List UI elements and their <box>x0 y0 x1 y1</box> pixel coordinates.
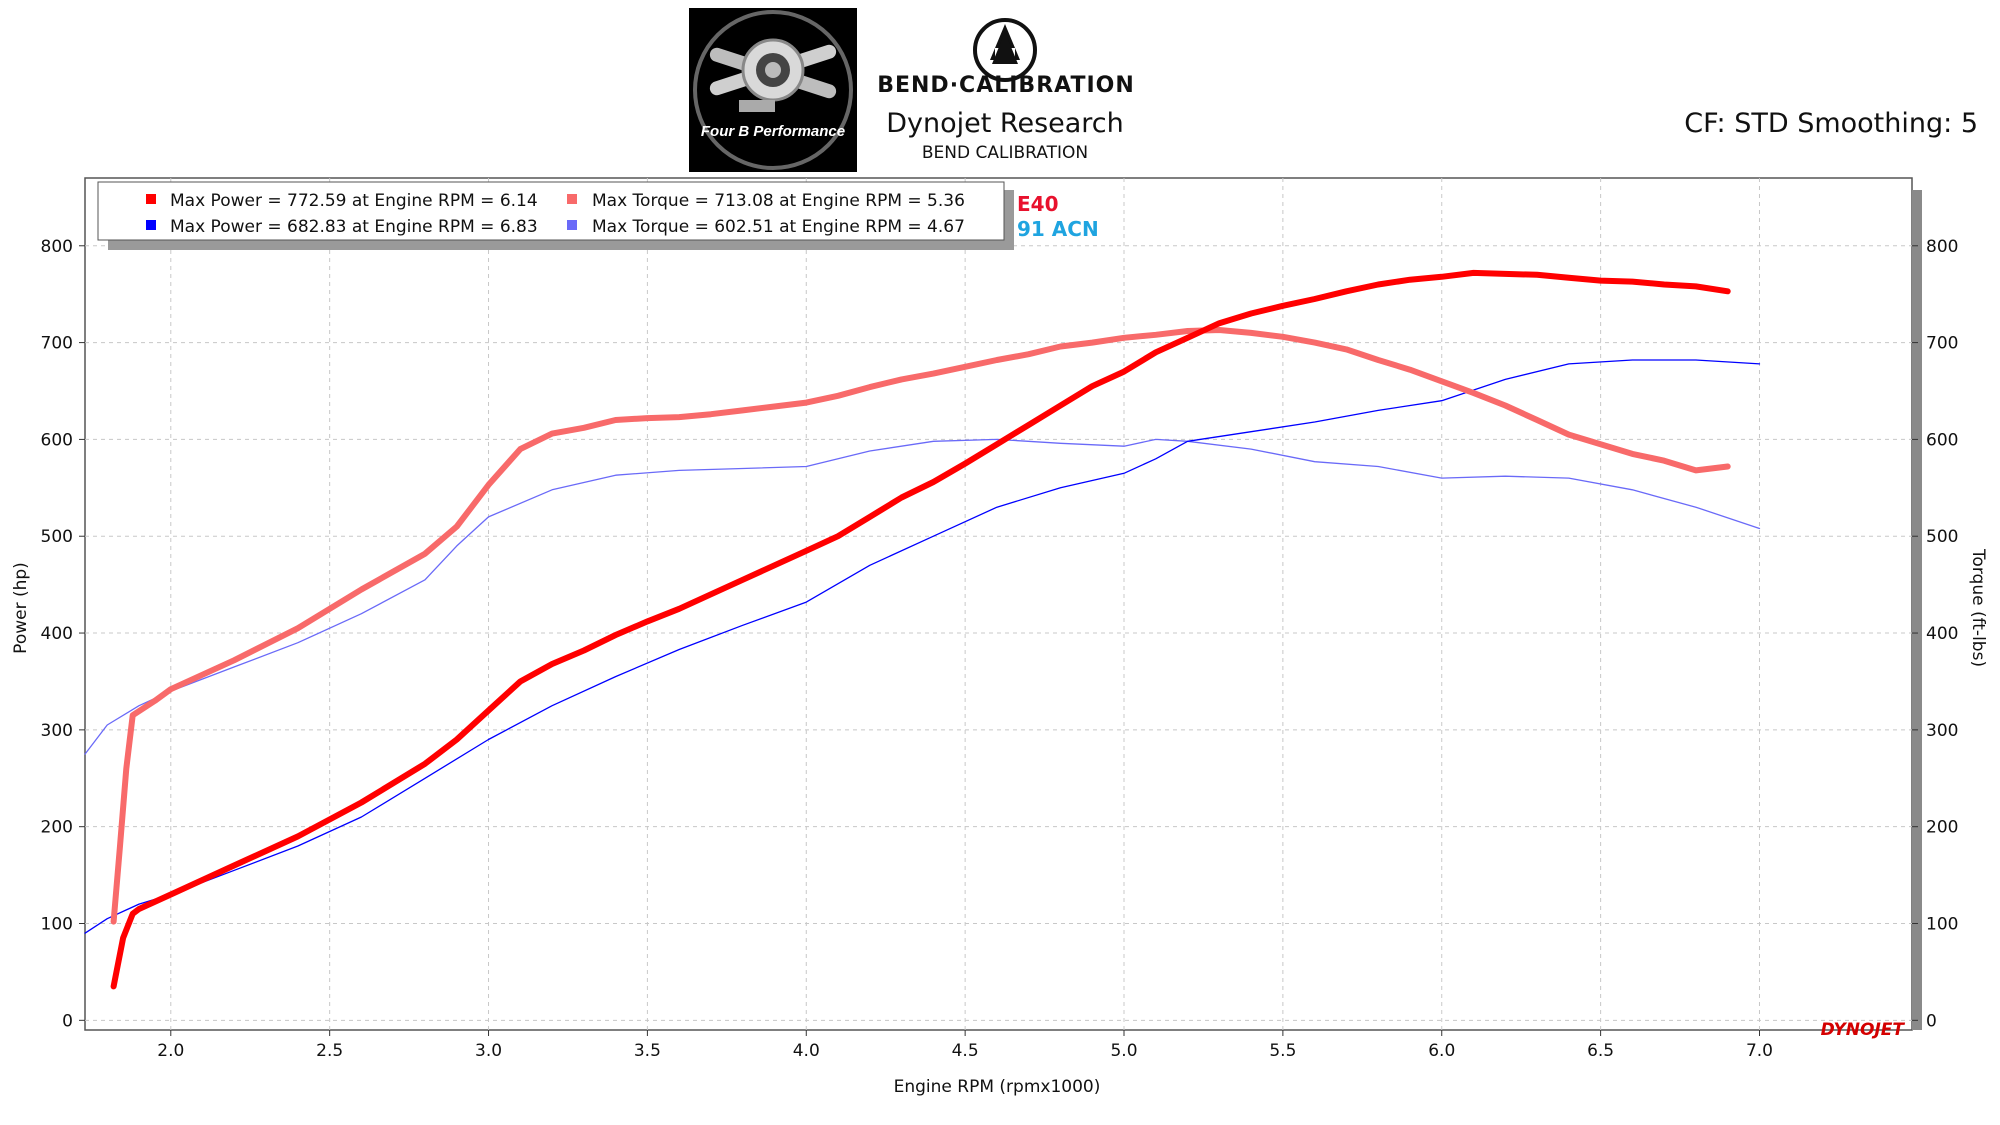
series-line-91-acn-torque <box>84 438 1761 755</box>
plot-frame <box>84 177 1913 1031</box>
x-tick-label: 2.0 <box>157 1041 184 1061</box>
y-left-tick-label: 700 <box>41 334 73 354</box>
x-tick-label: 7.0 <box>1746 1041 1773 1061</box>
legend-swatch <box>146 194 156 204</box>
logo-text: Four B Performance <box>701 123 845 140</box>
y-right-tick-label: 600 <box>1926 430 1958 450</box>
series-line-91-acn-power <box>84 359 1761 934</box>
four-b-performance-logo: Four B Performance <box>689 8 857 172</box>
y-left-tick-label: 400 <box>41 624 73 644</box>
series-group <box>84 269 1761 990</box>
legend-swatch <box>146 220 156 230</box>
series-line-e40-power <box>110 269 1731 990</box>
legend-box <box>97 181 1005 241</box>
legend-swatch <box>567 220 577 230</box>
y-left-tick-label: 100 <box>41 915 73 935</box>
x-tick-label: 2.5 <box>316 1041 343 1061</box>
series-line-e40-torque <box>110 327 1731 925</box>
y-axis-left-label: Power (hp) <box>11 562 31 654</box>
x-ticks: 2.0 2.5 3.0 3.5 4.0 4.5 5.0 5.5 6.0 6.5 7.0 <box>157 1030 1773 1061</box>
legend-swatch <box>567 194 577 204</box>
legend-item-acn-power: Max Power = 682.83 at Engine RPM = 6.83 <box>170 217 538 237</box>
page-subtitle: BEND CALIBRATION <box>921 143 1089 163</box>
correction-settings: CF: STD Smoothing: 5 <box>1684 108 1978 139</box>
x-tick-label: 5.5 <box>1269 1041 1296 1061</box>
y-left-ticks: 0 100 200 300 400 500 600 700 800 <box>41 237 85 1031</box>
legend-item-acn-torque: Max Torque = 602.51 at Engine RPM = 4.67 <box>592 217 965 237</box>
bend-calibration-wordmark: BEND·CALIBRATION <box>877 73 1135 98</box>
y-left-tick-label: 300 <box>41 721 73 741</box>
y-right-ticks: 0 100 200 300 400 500 600 700 800 <box>1912 237 1958 1031</box>
turbo-wrench-icon: Four B Performance <box>693 10 853 170</box>
y-right-tick-label: 800 <box>1926 237 1958 257</box>
page-title: Dynojet Research <box>886 108 1124 139</box>
y-right-tick-label: 400 <box>1926 624 1958 644</box>
legend: Max Power = 772.59 at Engine RPM = 6.14 … <box>97 181 1014 250</box>
dynojet-watermark: DYNOJET <box>1821 1020 1906 1040</box>
y-right-tick-label: 700 <box>1926 334 1958 354</box>
legend-item-e40-power: Max Power = 772.59 at Engine RPM = 6.14 <box>170 191 538 211</box>
right-axis-shadow <box>1912 190 1922 1030</box>
y-right-tick-label: 100 <box>1926 915 1958 935</box>
x-tick-label: 6.5 <box>1587 1041 1614 1061</box>
run-label-91-acn: 91 ACN <box>1017 217 1099 241</box>
y-right-tick-label: 300 <box>1926 721 1958 741</box>
y-right-tick-label: 200 <box>1926 818 1958 838</box>
y-left-tick-label: 200 <box>41 818 73 838</box>
bend-calibration-logo <box>973 18 1037 82</box>
x-axis-label: Engine RPM (rpmx1000) <box>894 1077 1101 1097</box>
x-tick-label: 5.0 <box>1110 1041 1137 1061</box>
y-right-tick-label: 500 <box>1926 527 1958 547</box>
y-axis-right-label: Torque (ft-lbs) <box>1968 548 1988 667</box>
y-left-tick-label: 500 <box>41 527 73 547</box>
y-left-tick-label: 800 <box>41 237 73 257</box>
x-tick-label: 4.0 <box>793 1041 820 1061</box>
x-tick-label: 6.0 <box>1428 1041 1455 1061</box>
y-right-tick-label: 0 <box>1926 1011 1937 1031</box>
run-label-e40: E40 <box>1017 192 1059 216</box>
x-tick-label: 3.0 <box>475 1041 502 1061</box>
x-tick-label: 3.5 <box>634 1041 661 1061</box>
legend-item-e40-torque: Max Torque = 713.08 at Engine RPM = 5.36 <box>592 191 965 211</box>
x-tick-label: 4.5 <box>952 1041 979 1061</box>
y-left-tick-label: 0 <box>62 1011 73 1031</box>
y-left-tick-label: 600 <box>41 430 73 450</box>
